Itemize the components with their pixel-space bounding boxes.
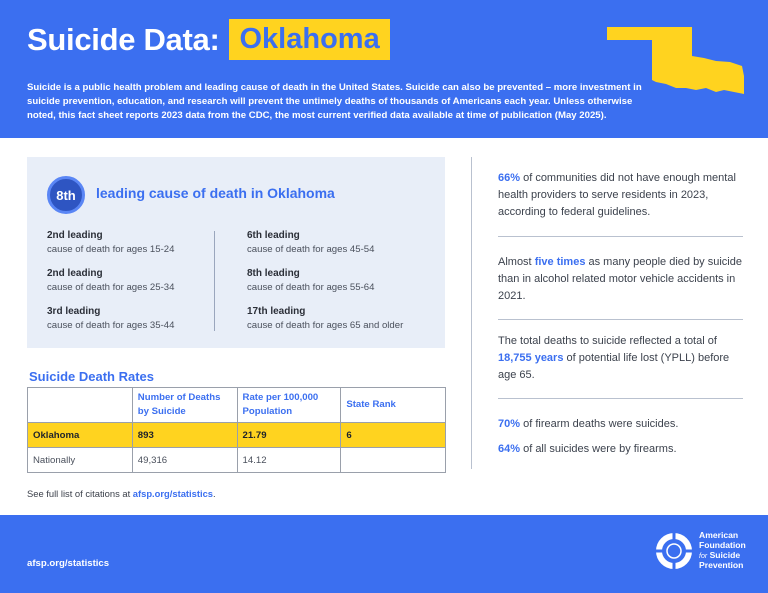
leading-rank: 2nd leading — [47, 268, 103, 279]
stat-highlight: 18,755 years — [498, 352, 564, 364]
rates-title: Suicide Death Rates — [29, 369, 154, 384]
table-header-cell: Number of Deaths by Suicide — [131, 387, 238, 423]
org-name-for: for — [699, 552, 708, 560]
header-banner: Suicide Data: Oklahoma Suicide is a publ… — [0, 0, 768, 138]
stat-item: 70% of firearm deaths were suicides. — [498, 416, 743, 433]
page-title: Suicide Data: Oklahoma — [27, 19, 390, 60]
leading-desc: cause of death for ages 45-54 — [247, 244, 375, 255]
table-cell: 6 — [340, 422, 446, 448]
table-header-cell — [27, 387, 133, 423]
vertical-divider — [471, 157, 472, 469]
afsp-lifesaver-logo-icon — [656, 533, 692, 570]
table-cell: 21.79 — [236, 422, 342, 448]
table-cell: 49,316 — [131, 447, 238, 473]
table-cell: Nationally — [27, 447, 133, 473]
leading-rank: 2nd leading — [47, 230, 103, 241]
org-name-line: Prevention — [699, 560, 744, 571]
leading-desc: cause of death for ages 35-44 — [47, 320, 175, 331]
org-name: American Foundation for Suicide Preventi… — [699, 530, 746, 571]
leading-rank: 8th leading — [247, 268, 300, 279]
stat-divider — [498, 319, 743, 320]
leading-desc: cause of death for ages 65 and older — [247, 320, 404, 331]
citation-prefix: See full list of citations at — [27, 488, 133, 499]
leading-rank: 17th leading — [247, 306, 306, 317]
citation-suffix: . — [213, 488, 216, 499]
stat-highlight: 64% — [498, 443, 521, 455]
table-header-cell: State Rank — [340, 387, 446, 423]
rank-title: leading cause of death in Oklahoma — [96, 185, 335, 201]
stat-item: 66% of communities did not have enough m… — [498, 170, 743, 221]
leading-item: 2nd leading cause of death for ages 25-3… — [47, 267, 174, 305]
stat-divider — [498, 236, 743, 237]
stat-highlight: 66% — [498, 172, 521, 184]
leading-rank: 3rd leading — [47, 306, 101, 317]
leading-item: 8th leading cause of death for ages 55-6… — [247, 267, 403, 305]
org-name-line: Foundation — [699, 539, 746, 550]
leading-desc: cause of death for ages 25-34 — [47, 282, 175, 293]
citation-note: See full list of citations at afsp.org/s… — [27, 488, 216, 499]
table-cell: 14.12 — [236, 447, 342, 473]
table-cell: Oklahoma — [27, 422, 133, 448]
leading-rank: 6th leading — [247, 230, 300, 241]
state-name-highlight: Oklahoma — [229, 19, 390, 60]
title-label: Suicide Data: — [27, 21, 220, 57]
stat-text: of potential life lost (YPLL) before age… — [498, 352, 730, 381]
footer-link[interactable]: afsp.org/statistics — [27, 558, 110, 569]
leading-desc: cause of death for ages 15-24 — [47, 244, 175, 255]
citation-link[interactable]: afsp.org/statistics — [132, 488, 214, 499]
leading-item: 17th leading cause of death for ages 65 … — [247, 305, 403, 343]
leading-item: 6th leading cause of death for ages 45-5… — [247, 229, 403, 267]
stat-text: Almost — [498, 256, 535, 268]
table-cell: 893 — [131, 422, 238, 448]
stat-item: 64% of all suicides were by firearms. — [498, 441, 743, 458]
footer-banner: afsp.org/statistics American Foundation … — [0, 515, 768, 593]
leading-desc: cause of death for ages 55-64 — [247, 282, 375, 293]
table-row-state: Oklahoma 893 21.79 6 — [27, 422, 446, 448]
table-cell — [340, 447, 446, 473]
afsp-logo: American Foundation for Suicide Preventi… — [656, 530, 746, 571]
stat-text: of communities did not have enough menta… — [498, 172, 736, 218]
stat-item: Almost five times as many people died by… — [498, 254, 743, 305]
leading-item: 2nd leading cause of death for ages 15-2… — [47, 229, 174, 267]
org-name-line: Suicide — [709, 549, 741, 560]
leading-item: 3rd leading cause of death for ages 35-4… — [47, 305, 174, 343]
stat-highlight: five times — [534, 256, 586, 268]
org-name-line: American — [699, 530, 739, 540]
leading-cause-card: 8th leading cause of death in Oklahoma 2… — [27, 157, 445, 348]
stat-highlight: 70% — [498, 418, 521, 430]
stat-text: of all suicides were by firearms. — [520, 443, 677, 455]
stat-item: The total deaths to suicide reflected a … — [498, 333, 743, 384]
rates-table: Number of Deaths by Suicide Rate per 100… — [27, 387, 446, 473]
intro-paragraph: Suicide is a public health problem and l… — [27, 82, 642, 122]
stat-text: as many people died by suicide than in a… — [498, 256, 742, 302]
leading-list-right: 6th leading cause of death for ages 45-5… — [247, 229, 403, 343]
leading-list-left: 2nd leading cause of death for ages 15-2… — [47, 229, 174, 343]
table-header-cell: Rate per 100,000 Population — [236, 387, 342, 423]
card-divider — [214, 231, 215, 331]
table-header-row: Number of Deaths by Suicide Rate per 100… — [27, 387, 446, 423]
stat-text: of firearm deaths were suicides. — [520, 418, 679, 430]
stat-divider — [498, 398, 743, 399]
oklahoma-map-icon — [607, 27, 744, 94]
table-row-national: Nationally 49,316 14.12 — [27, 447, 446, 473]
stat-text: The total deaths to suicide reflected a … — [498, 335, 717, 347]
rank-badge: 8th — [47, 176, 85, 214]
